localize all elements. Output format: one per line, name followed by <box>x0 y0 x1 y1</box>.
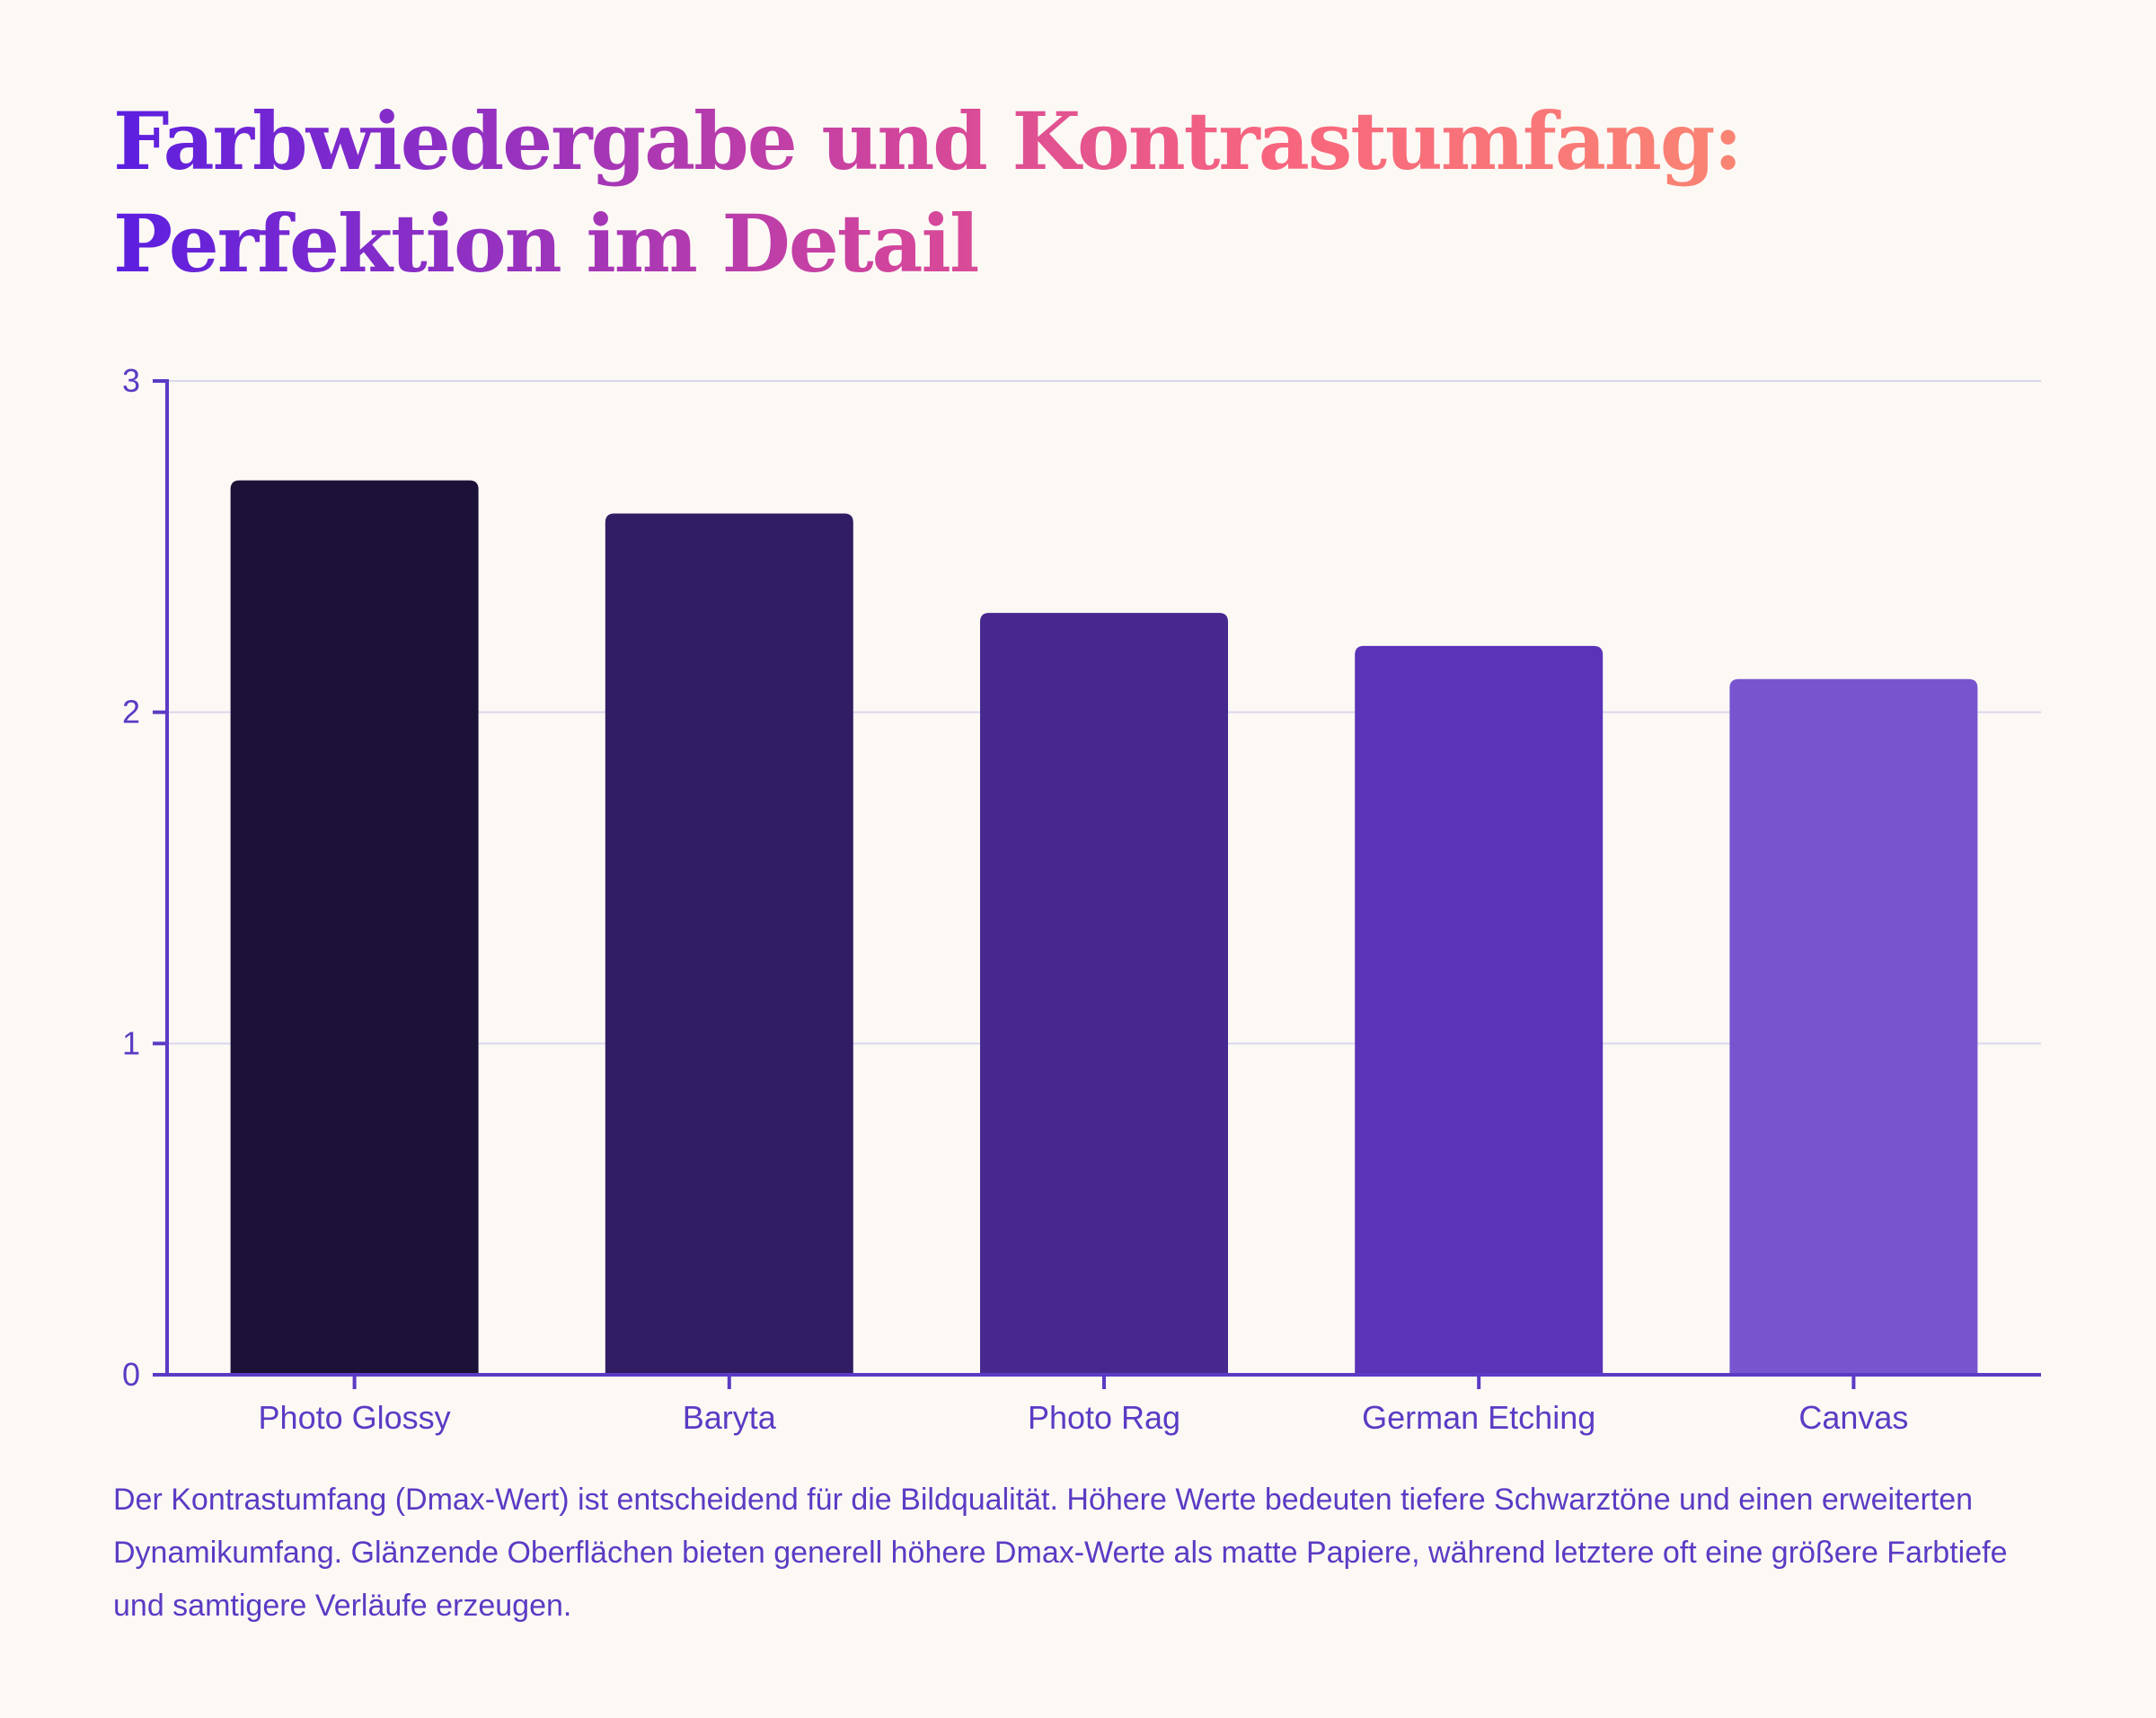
x-tick-labels: Photo Glossy Baryta Photo Rag German Etchin… <box>259 1399 1909 1436</box>
x-tick-label: Photo Rag <box>1028 1399 1180 1436</box>
y-tick-label: 1 <box>122 1024 140 1061</box>
y-tick-label: 2 <box>122 694 140 731</box>
chart-caption: Der Kontrastumfang (Dmax-Wert) ist entsc… <box>113 1483 2008 1623</box>
x-tick-label: Baryta <box>683 1399 777 1436</box>
bar-chart: 0 1 2 3 Photo Glossy Baryta Photo Rag German E… <box>122 362 2041 1436</box>
bars <box>230 480 1978 1375</box>
axes <box>153 379 2041 1389</box>
bar-canvas <box>1729 678 1978 1375</box>
bar-photo-glossy <box>230 480 479 1375</box>
x-tick-label: German Etching <box>1362 1399 1595 1436</box>
y-tick-labels: 0 1 2 3 <box>122 362 140 1393</box>
bar-photo-rag <box>980 613 1228 1375</box>
y-tick-label: 3 <box>122 362 140 399</box>
y-tick-label: 0 <box>122 1356 140 1393</box>
bar-baryta <box>605 513 853 1375</box>
x-tick-label: Photo Glossy <box>259 1399 451 1436</box>
x-tick-label: Canvas <box>1798 1399 1908 1436</box>
bar-german-etching <box>1355 645 1604 1375</box>
chart-title: Farbwiedergabe und Kontrastumfang: Perfe… <box>113 90 2045 295</box>
